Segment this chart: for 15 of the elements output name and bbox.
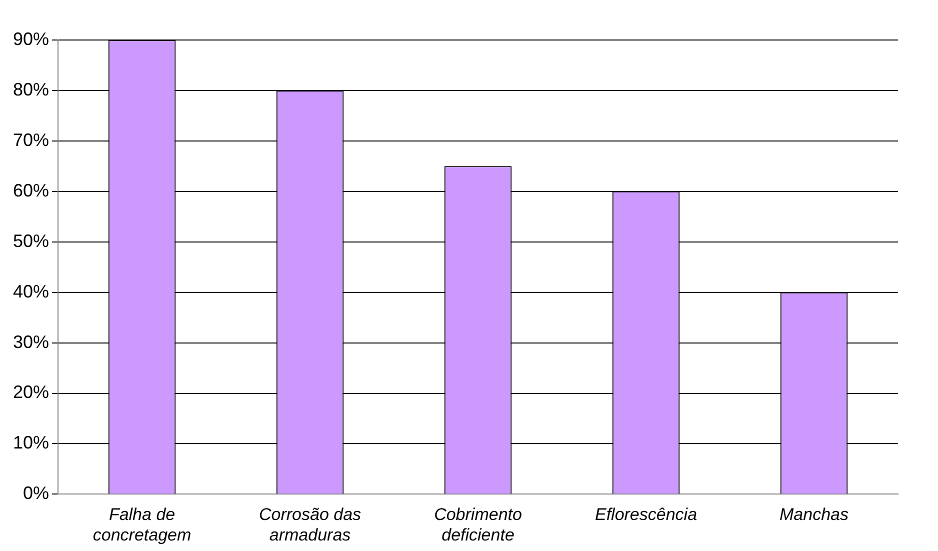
y-tick-label: 80% [12,79,50,100]
x-tick-label: Eflorescência [594,505,698,524]
y-tick-label: 70% [12,130,50,150]
x-tick-label: Corrosão das armaduras [258,505,362,545]
x-tick-label: Falha de concretagem [92,505,192,545]
y-tick-label: 40% [12,281,50,302]
y-tick-label: 60% [12,180,50,200]
y-tick-label: 0% [23,483,50,504]
x-tick-label: Cobrimento deficiente [434,505,522,545]
y-tick-label: 10% [12,432,50,453]
y-tick-label: 20% [12,382,50,402]
x-tick-label: Manchas [780,505,849,524]
y-tick-label: 50% [12,230,50,251]
y-tick-label: 90% [12,28,50,49]
y-tick-label: 30% [12,332,50,352]
